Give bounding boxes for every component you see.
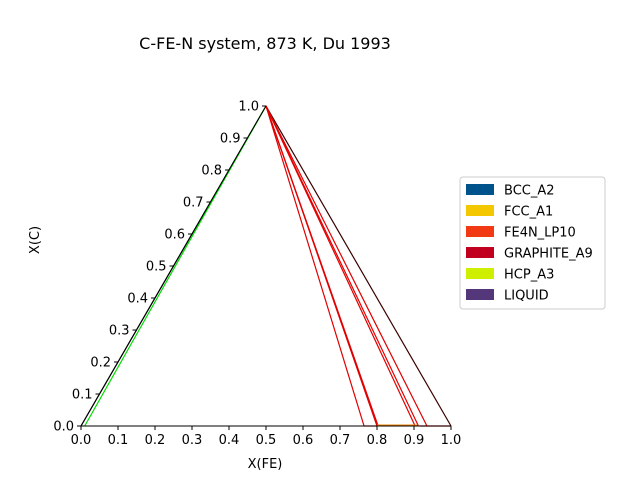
x-tick-label: 0.9 [404,433,425,448]
legend-swatch [466,226,494,237]
x-tick-label: 0.1 [108,433,129,448]
y-axis-label: X(C) [28,226,43,254]
x-axis-label: X(FE) [248,457,283,472]
y-tick-label: 0.4 [127,292,148,307]
y-tick-label: 0.0 [53,420,74,435]
plot-area [80,105,452,427]
legend-swatch [466,289,494,300]
legend-label: LIQUID [504,289,549,304]
series-line-8 [265,105,419,427]
legend-label: FE4N_LP10 [504,226,576,241]
y-tick-label: 0.5 [146,260,167,275]
series-line-3 [84,105,267,427]
axes: 0.0 0.1 0.2 0.3 0.4 0.5 0.6 0.7 0.8 0.9 1.0 0.0 0.1 0… [53,100,461,449]
legend-swatch [466,247,494,258]
x-tick-label: 0.7 [330,433,351,448]
series-line-4 [265,105,365,427]
x-tick-label: 0.8 [367,433,388,448]
legend-label: FCC_A1 [504,205,553,220]
chart-title: C-FE-N system, 873 K, Du 1993 [139,34,391,53]
legend: BCC_A2 FCC_A1 FE4N_LP10 GRAPHITE_A9 HCP_A3 LI… [459,176,606,310]
x-tick-label: 0.6 [293,433,314,448]
y-tick-label: 0.1 [72,388,93,403]
x-tick-label: 0.5 [256,433,277,448]
legend-swatch [466,268,494,279]
x-tick-label: 0.2 [145,433,166,448]
legend-swatch [466,184,494,195]
legend-frame [459,176,606,310]
legend-label: BCC_A2 [504,184,555,199]
y-tick-label: 1.0 [238,100,259,115]
y-tick-label: 0.3 [109,324,130,339]
legend-label: HCP_A3 [504,268,554,283]
y-tick-label: 0.8 [201,164,222,179]
legend-swatch [466,205,494,216]
x-tick-label: 1.0 [441,433,462,448]
y-tick-label: 0.6 [164,228,185,243]
y-tick-label: 0.2 [90,356,111,371]
legend-label: GRAPHITE_A9 [504,247,593,262]
x-tick-label: 0.4 [219,433,240,448]
series-line-6 [265,105,379,427]
y-tick-label: 0.7 [183,196,204,211]
x-tick-label: 0.3 [182,433,203,448]
x-tick-label: 0.0 [71,433,92,448]
y-tick-label: 0.9 [220,132,241,147]
series-line-9 [265,105,428,427]
series-line-2 [265,105,452,427]
